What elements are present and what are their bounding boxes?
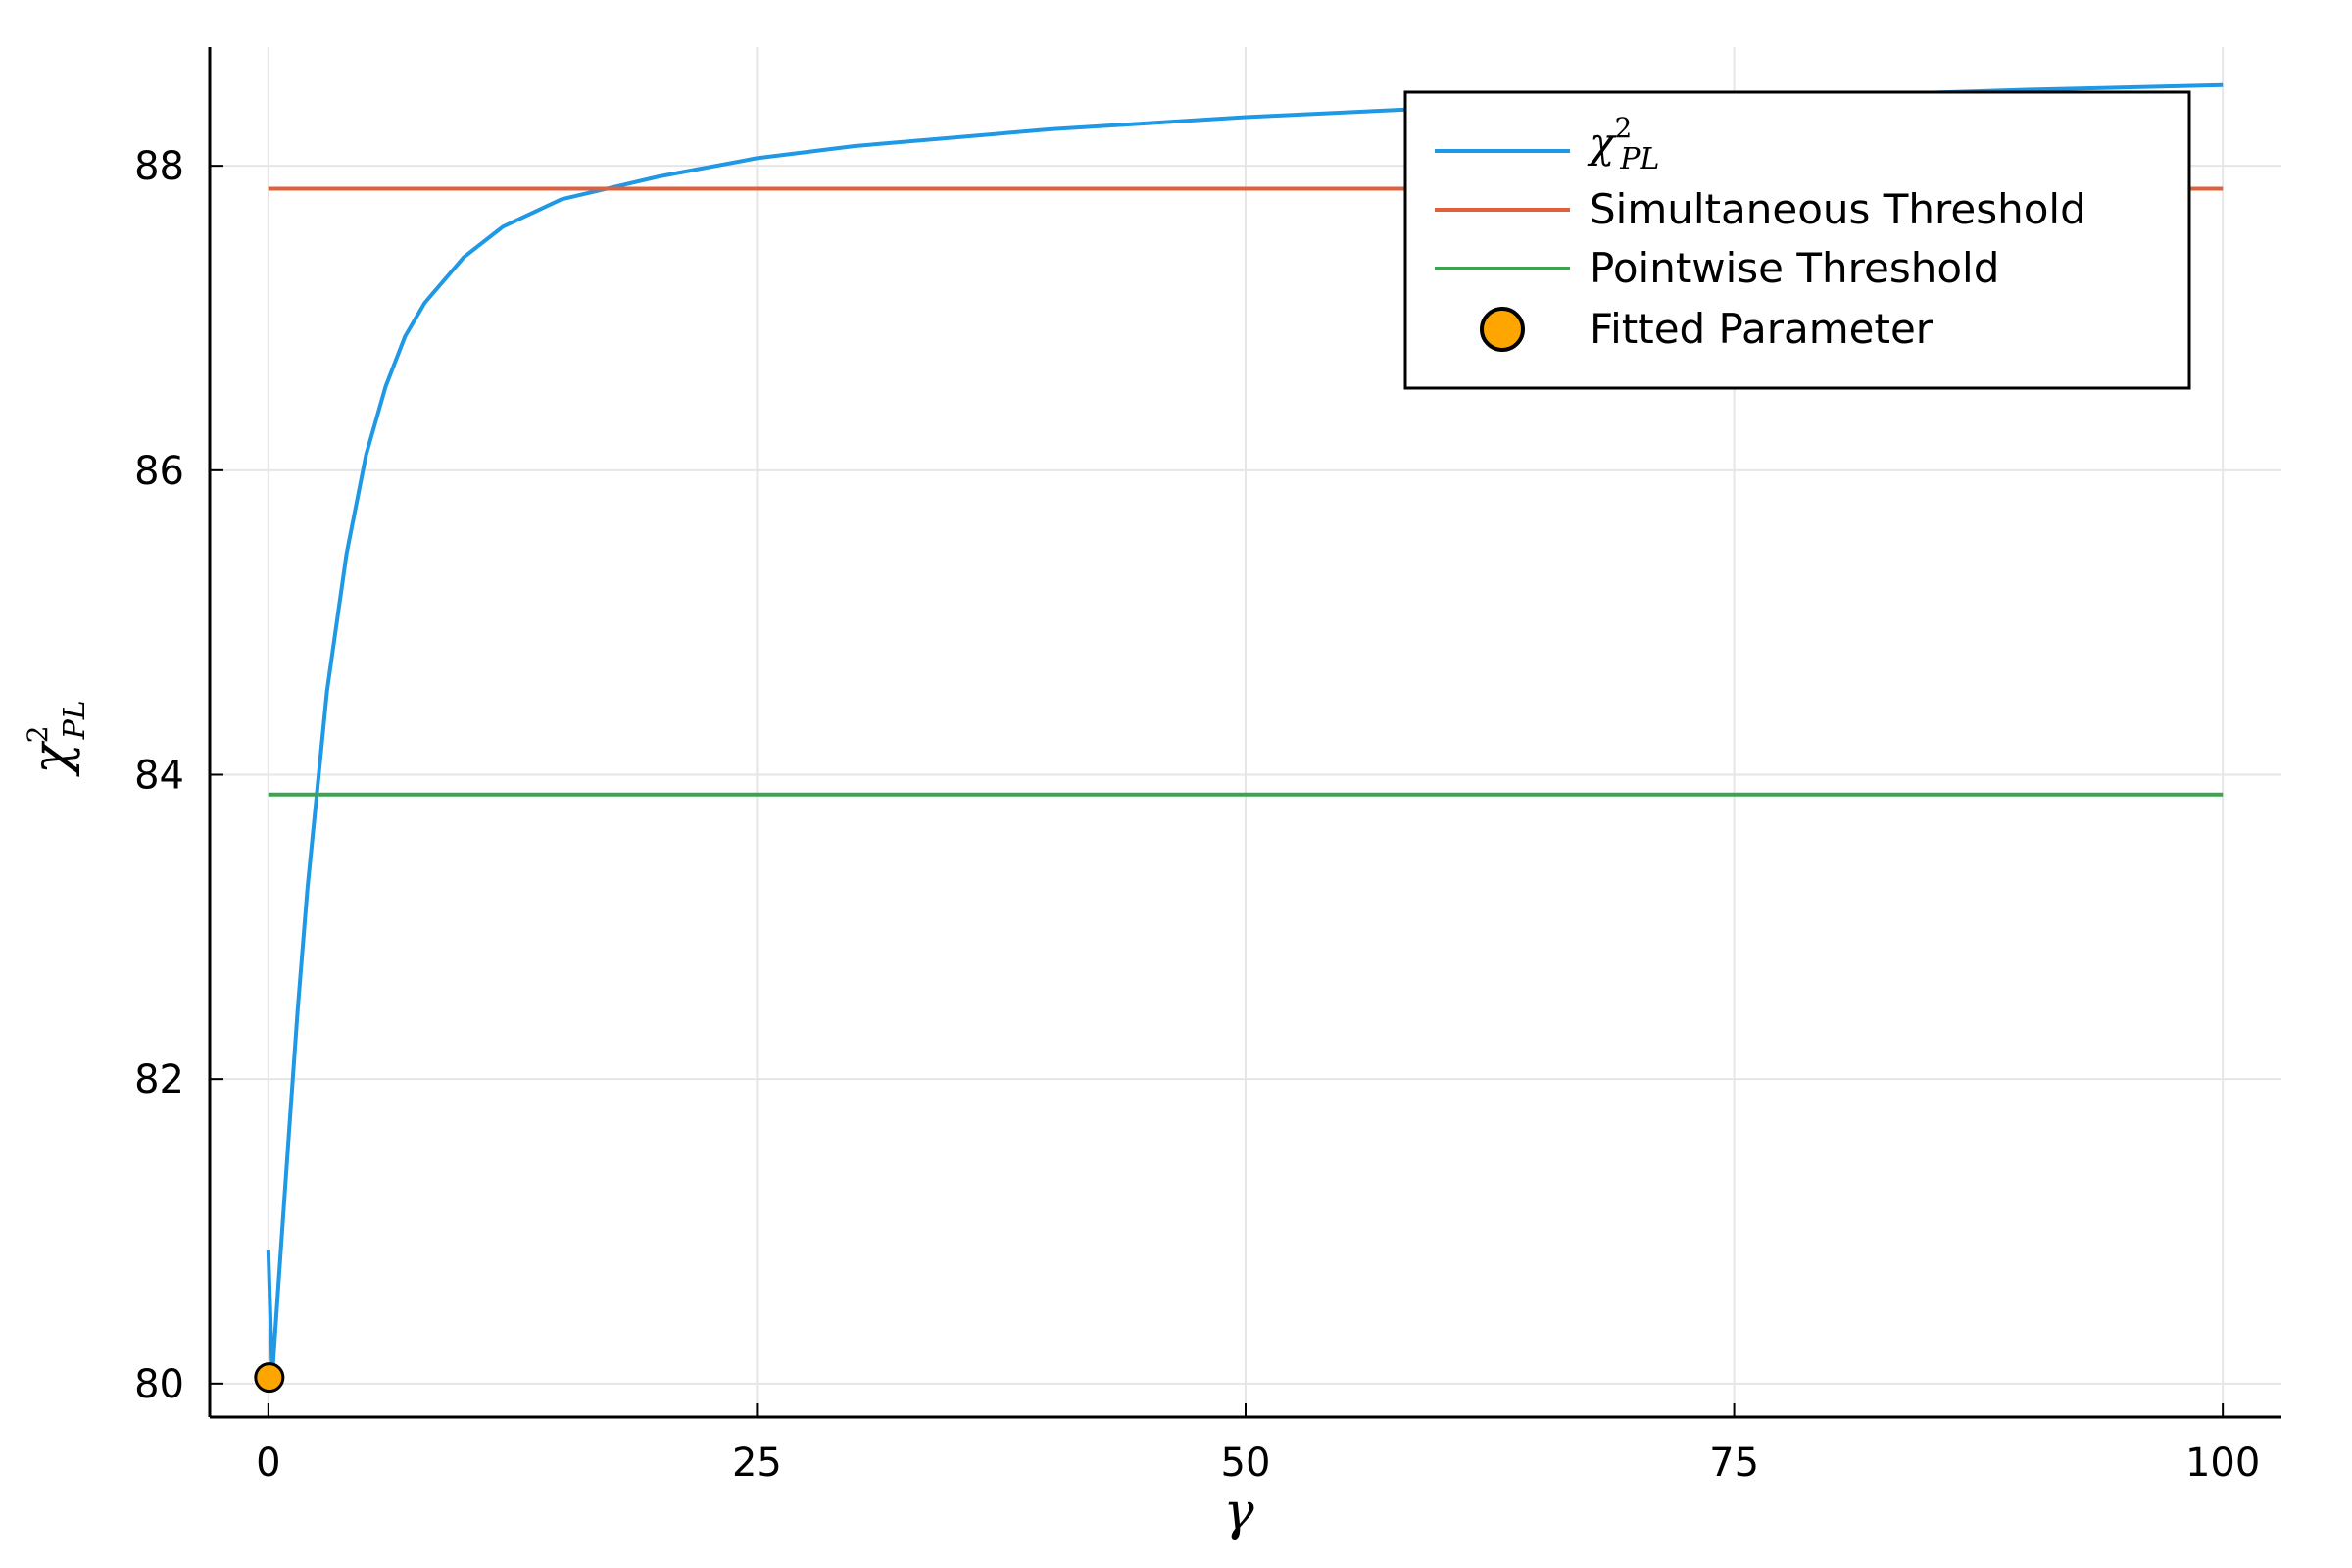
- y-tick-label: 86: [134, 449, 184, 494]
- fitted-parameter-point: [254, 1362, 285, 1394]
- legend-entry-pointwise-threshold: Pointwise Threshold: [1435, 244, 1999, 292]
- y-tick-label: 80: [134, 1362, 184, 1407]
- x-tick-label: 75: [1709, 1441, 1759, 1486]
- legend-entry-fitted-parameter: Fitted Parameter: [1480, 305, 1934, 353]
- y-axis-title-base: χ: [23, 740, 81, 778]
- y-tick-label: 88: [134, 144, 184, 189]
- x-tick-label: 50: [1221, 1441, 1271, 1486]
- y-axis-title-sub: PL: [58, 700, 92, 740]
- x-axis-title: γ: [1223, 1483, 1254, 1542]
- tick-labels: 0 25 50 75 100 80 82 84 86 88: [134, 144, 2260, 1486]
- x-tick-label: 0: [256, 1441, 280, 1486]
- legend-label-pointwise-threshold: Pointwise Threshold: [1590, 244, 1999, 292]
- legend-entry-chi-square: χ2 PL: [1435, 112, 1659, 176]
- legend-swatch-fitted-parameter: [1480, 307, 1525, 352]
- y-tick-label: 82: [134, 1057, 184, 1102]
- y-axis-title-sup: 2: [22, 725, 54, 743]
- legend-label-simultaneous-threshold: Simultaneous Threshold: [1590, 185, 2086, 233]
- legend-box: [1403, 90, 2191, 390]
- y-tick-label: 84: [134, 753, 184, 798]
- axes: [208, 47, 2281, 1419]
- legend: χ2 PL Simultaneous Threshold Pointwise Th…: [1403, 90, 2191, 390]
- legend-entry-simultaneous-threshold: Simultaneous Threshold: [1435, 185, 2086, 233]
- y-axis-title: χ2 PL: [22, 700, 92, 777]
- x-tick-label: 25: [732, 1441, 782, 1486]
- legend-label-chi-square-base: χ: [1587, 119, 1617, 167]
- x-tick-label: 100: [2185, 1441, 2260, 1486]
- legend-label-fitted-parameter: Fitted Parameter: [1590, 305, 1934, 353]
